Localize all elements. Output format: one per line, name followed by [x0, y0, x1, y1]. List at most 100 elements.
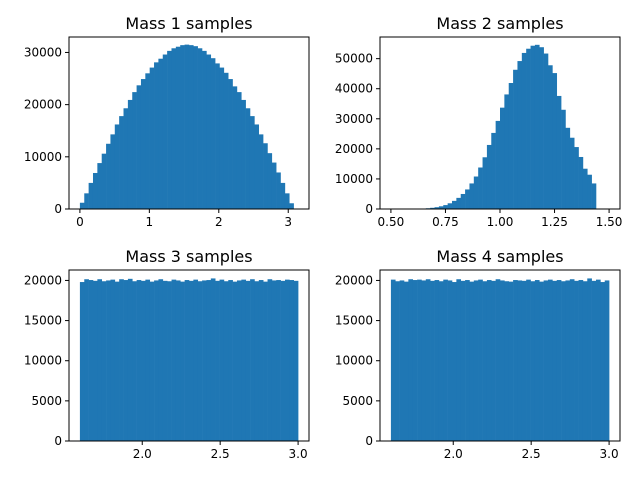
- histogram-bar: [267, 153, 273, 209]
- histogram-bar: [180, 45, 185, 209]
- histogram-bar: [145, 279, 151, 441]
- histogram-bar: [197, 48, 203, 209]
- histogram-bar: [456, 197, 462, 209]
- histogram-bar: [425, 279, 431, 441]
- x-tick-label: 0.75: [432, 215, 459, 229]
- histogram-bar: [258, 280, 264, 441]
- histogram-bar: [574, 280, 579, 441]
- histogram-bar: [193, 279, 199, 441]
- subplot-2: Mass 2 samples 0.50 0.75 1.00 1.25 1.50 0 10000…: [335, 14, 623, 229]
- histogram-bar: [412, 280, 418, 441]
- histogram-bar: [561, 281, 566, 441]
- histogram-bar: [132, 281, 137, 441]
- x-tick-label: 3.0: [600, 447, 619, 461]
- histogram-bar: [215, 280, 220, 441]
- y-tick-label: 30000: [335, 112, 373, 126]
- histogram-bar: [434, 280, 440, 441]
- histogram-bar: [263, 281, 268, 441]
- histogram-bar: [245, 108, 251, 209]
- histogram-bar: [97, 163, 103, 209]
- histogram-bar: [443, 205, 448, 209]
- y-tick-label: 0: [54, 434, 62, 448]
- histogram-bar: [101, 281, 107, 441]
- histogram-bar: [482, 157, 488, 209]
- histogram-bar: [491, 132, 496, 209]
- histogram-bar: [276, 280, 281, 441]
- histogram-bar: [408, 279, 414, 441]
- histogram-bar: [127, 278, 133, 441]
- x-tick-label: 0.50: [378, 215, 405, 229]
- histogram-bar: [495, 279, 501, 441]
- histogram-bar: [390, 279, 396, 441]
- histogram-bar: [245, 280, 251, 441]
- histogram-bar: [430, 280, 435, 441]
- histogram-bar: [534, 280, 540, 441]
- y-tick-label: 15000: [24, 314, 62, 328]
- histogram-bar: [141, 280, 146, 441]
- histogram-bar: [136, 85, 142, 209]
- histogram-bar: [526, 48, 531, 210]
- histogram-bar: [93, 280, 98, 441]
- subplot-title: Mass 1 samples: [125, 14, 252, 33]
- histogram-bar: [84, 193, 89, 209]
- histogram-bar: [591, 183, 597, 209]
- histogram-bar: [106, 280, 111, 441]
- histogram-bar: [84, 279, 89, 441]
- histogram-bar: [171, 279, 177, 441]
- histogram-bar: [232, 281, 238, 441]
- histogram-bar: [289, 203, 294, 209]
- histogram-bar: [154, 62, 159, 209]
- histogram-bar: [284, 193, 290, 209]
- histogram-bar: [123, 108, 129, 209]
- y-tick-label: 15000: [335, 314, 373, 328]
- histogram-bar: [123, 280, 129, 441]
- histogram-bar: [491, 280, 496, 441]
- histogram-bar: [478, 167, 483, 209]
- x-tick-label: 1: [146, 215, 154, 229]
- histogram-bar: [188, 45, 194, 209]
- histogram-bar: [443, 279, 448, 441]
- x-tick-label: 3: [284, 215, 292, 229]
- histogram-bar: [478, 279, 483, 441]
- histogram-bar: [582, 281, 588, 441]
- histogram-bar: [184, 44, 190, 210]
- histogram-bar: [219, 279, 225, 441]
- histogram-bar: [210, 278, 216, 441]
- histogram-bar: [271, 280, 277, 441]
- y-tick-label: 20000: [335, 273, 373, 287]
- histogram-bar: [591, 280, 597, 441]
- histogram-bar: [171, 48, 177, 209]
- histogram-bar: [215, 63, 220, 209]
- histogram-bar: [189, 280, 194, 441]
- histogram-bar: [162, 280, 168, 441]
- histogram-bar: [500, 280, 505, 441]
- histogram-bar: [552, 280, 558, 441]
- histogram-bar: [250, 279, 255, 441]
- histogram-bar: [254, 124, 260, 209]
- histogram-bar: [249, 116, 255, 209]
- histogram-bar: [258, 134, 264, 209]
- histogram-bar: [587, 278, 592, 441]
- histogram-bar: [539, 47, 544, 209]
- histogram-bar: [543, 53, 549, 209]
- histogram-bar: [556, 95, 562, 209]
- histogram-bar: [456, 279, 462, 441]
- histogram-bar: [513, 69, 518, 209]
- histogram-bar: [193, 46, 198, 210]
- y-tick-label: 0: [365, 202, 373, 216]
- histogram-bar: [263, 143, 268, 209]
- histogram-bar: [600, 282, 606, 441]
- y-tick-label: 10000: [24, 354, 62, 368]
- histogram-bar: [110, 134, 116, 209]
- x-tick-label: 2.5: [211, 447, 230, 461]
- histogram-bar: [101, 153, 107, 209]
- histogram-bar: [513, 280, 518, 441]
- histogram-bar: [167, 281, 172, 441]
- histogram-bar: [162, 54, 168, 209]
- histogram-bar: [132, 92, 137, 209]
- histogram-bar: [280, 280, 286, 441]
- histogram-bar: [228, 79, 233, 209]
- histogram-bar: [145, 73, 150, 209]
- histogram-bar: [543, 280, 549, 441]
- histogram-bar: [202, 280, 207, 441]
